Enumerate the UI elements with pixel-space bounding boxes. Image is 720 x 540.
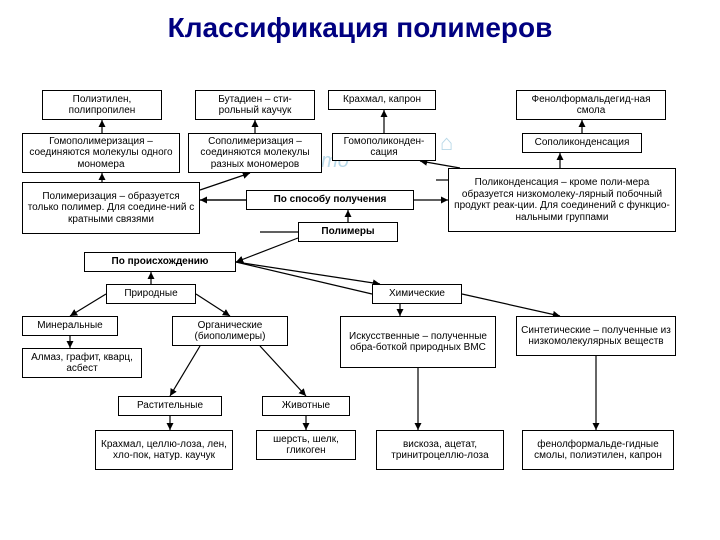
node-n24: шерсть, шелк, гликоген — [256, 430, 356, 460]
node-n14: Природные — [106, 284, 196, 304]
node-n26: фенолформальде-гидные смолы, полиэтилен,… — [522, 430, 674, 470]
node-n19: Синтетические – полученные из низкомолек… — [516, 316, 676, 356]
node-n8: Сополиконденсация — [522, 133, 642, 153]
node-n17: Органические (биополимеры) — [172, 316, 288, 346]
node-n13: По происхождению — [84, 252, 236, 272]
node-n20: Алмаз, графит, кварц, асбест — [22, 348, 142, 378]
node-n25: вискоза, ацетат, тринитроцеллю-лоза — [376, 430, 504, 470]
node-n3: Крахмал, капрон — [328, 90, 436, 110]
node-n15: Химические — [372, 284, 462, 304]
node-n22: Животные — [262, 396, 350, 416]
node-n21: Растительные — [118, 396, 222, 416]
node-n5: Гомополимеризация – соединяются молекулы… — [22, 133, 180, 173]
node-n10: По способу получения — [246, 190, 414, 210]
node-n16: Минеральные — [22, 316, 118, 336]
node-n12: Полимеры — [298, 222, 398, 242]
node-n6: Сополимеризация – соединяются молекулы р… — [188, 133, 322, 173]
node-n9: Полимеризация – образуется только полиме… — [22, 182, 200, 234]
node-n23: Крахмал, целлю-лоза, лен, хло-пок, натур… — [95, 430, 233, 470]
node-n2: Бутадиен – сти-рольный каучук — [195, 90, 315, 120]
node-n4: Фенолформальдегид-ная смола — [516, 90, 666, 120]
node-n18: Искусственные – полученные обра-боткой п… — [340, 316, 496, 368]
node-n11: Поликонденсация – кроме поли-мера образу… — [448, 168, 676, 232]
watermark-icon: ⌂ — [440, 130, 453, 156]
node-n1: Полиэтилен, полипропилен — [42, 90, 162, 120]
node-n7: Гомополиконден-сация — [332, 133, 436, 161]
page-title: Классификация полимеров — [0, 12, 720, 44]
